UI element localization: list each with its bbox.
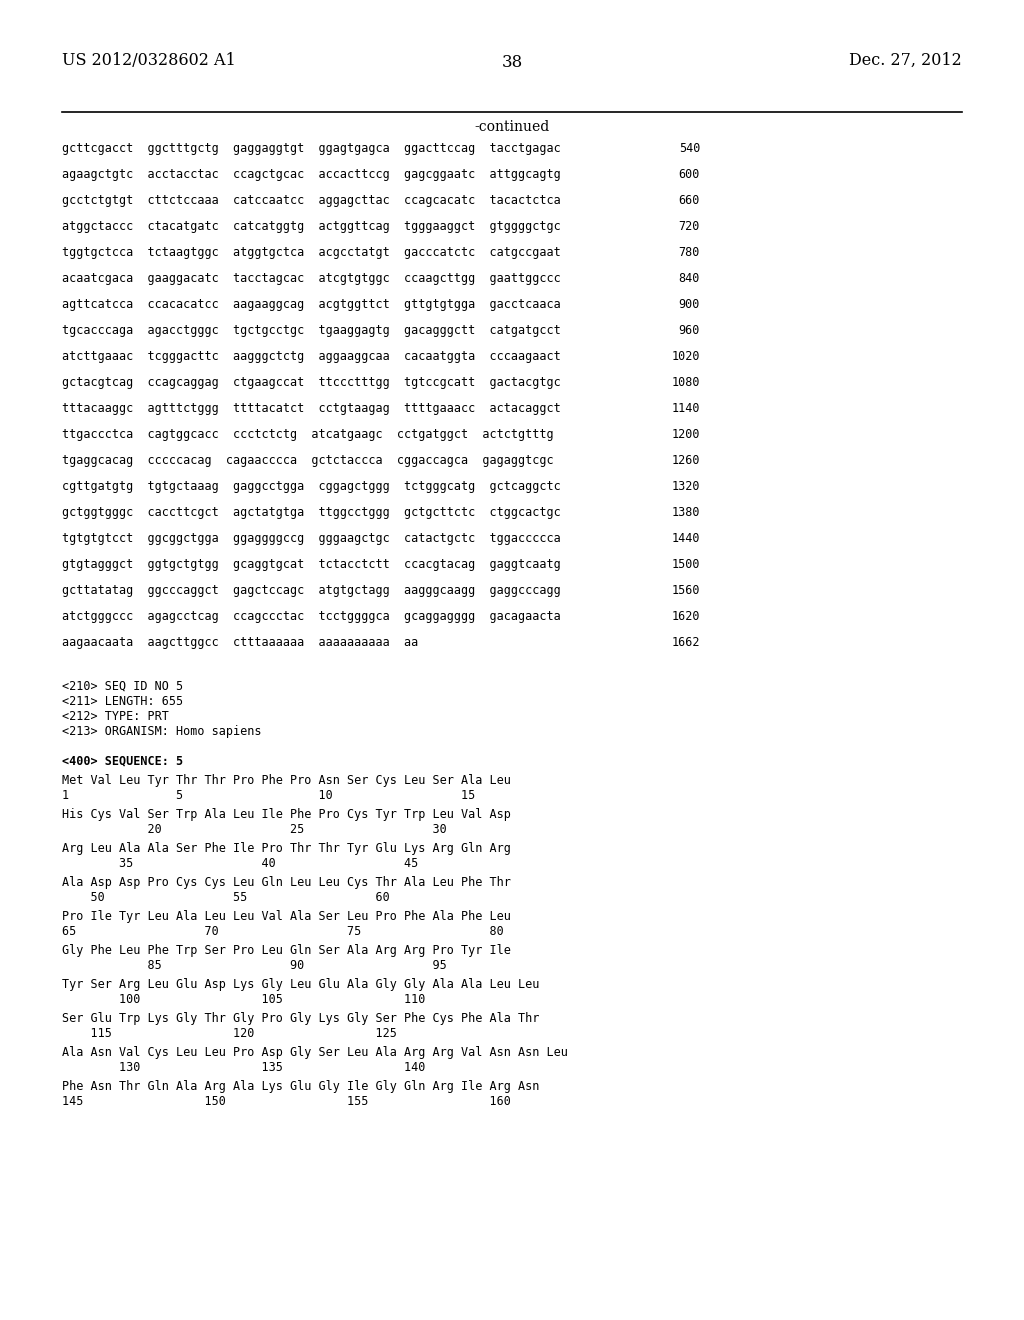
Text: 1320: 1320 (672, 480, 700, 492)
Text: 1560: 1560 (672, 583, 700, 597)
Text: 960: 960 (679, 323, 700, 337)
Text: atctgggccc  agagcctcag  ccagccctac  tcctggggca  gcaggagggg  gacagaacta: atctgggccc agagcctcag ccagccctac tcctggg… (62, 610, 561, 623)
Text: 85                  90                  95: 85 90 95 (62, 960, 446, 972)
Text: 660: 660 (679, 194, 700, 207)
Text: 20                  25                  30: 20 25 30 (62, 822, 446, 836)
Text: Gly Phe Leu Phe Trp Ser Pro Leu Gln Ser Ala Arg Arg Pro Tyr Ile: Gly Phe Leu Phe Trp Ser Pro Leu Gln Ser … (62, 944, 511, 957)
Text: 1662: 1662 (672, 636, 700, 649)
Text: His Cys Val Ser Trp Ala Leu Ile Phe Pro Cys Tyr Trp Leu Val Asp: His Cys Val Ser Trp Ala Leu Ile Phe Pro … (62, 808, 511, 821)
Text: Ser Glu Trp Lys Gly Thr Gly Pro Gly Lys Gly Ser Phe Cys Phe Ala Thr: Ser Glu Trp Lys Gly Thr Gly Pro Gly Lys … (62, 1012, 540, 1026)
Text: Tyr Ser Arg Leu Glu Asp Lys Gly Leu Glu Ala Gly Gly Ala Ala Leu Leu: Tyr Ser Arg Leu Glu Asp Lys Gly Leu Glu … (62, 978, 540, 991)
Text: US 2012/0328602 A1: US 2012/0328602 A1 (62, 51, 236, 69)
Text: 1440: 1440 (672, 532, 700, 545)
Text: 1020: 1020 (672, 350, 700, 363)
Text: atcttgaaac  tcgggacttc  aagggctctg  aggaaggcaa  cacaatggta  cccaagaact: atcttgaaac tcgggacttc aagggctctg aggaagg… (62, 350, 561, 363)
Text: 1200: 1200 (672, 428, 700, 441)
Text: 145                 150                 155                 160: 145 150 155 160 (62, 1096, 511, 1107)
Text: agaagctgtc  acctacctac  ccagctgcac  accacttccg  gagcggaatc  attggcagtg: agaagctgtc acctacctac ccagctgcac accactt… (62, 168, 561, 181)
Text: gctacgtcag  ccagcaggag  ctgaagccat  ttccctttgg  tgtccgcatt  gactacgtgc: gctacgtcag ccagcaggag ctgaagccat ttccctt… (62, 376, 561, 389)
Text: 1620: 1620 (672, 610, 700, 623)
Text: 115                 120                 125: 115 120 125 (62, 1027, 397, 1040)
Text: 720: 720 (679, 220, 700, 234)
Text: 130                 135                 140: 130 135 140 (62, 1061, 425, 1074)
Text: 1260: 1260 (672, 454, 700, 467)
Text: Arg Leu Ala Ala Ser Phe Ile Pro Thr Thr Tyr Glu Lys Arg Gln Arg: Arg Leu Ala Ala Ser Phe Ile Pro Thr Thr … (62, 842, 511, 855)
Text: 840: 840 (679, 272, 700, 285)
Text: gcttatatag  ggcccaggct  gagctccagc  atgtgctagg  aagggcaagg  gaggcccagg: gcttatatag ggcccaggct gagctccagc atgtgct… (62, 583, 561, 597)
Text: 600: 600 (679, 168, 700, 181)
Text: 100                 105                 110: 100 105 110 (62, 993, 425, 1006)
Text: Ala Asp Asp Pro Cys Cys Leu Gln Leu Leu Cys Thr Ala Leu Phe Thr: Ala Asp Asp Pro Cys Cys Leu Gln Leu Leu … (62, 876, 511, 888)
Text: Ala Asn Val Cys Leu Leu Pro Asp Gly Ser Leu Ala Arg Arg Val Asn Asn Leu: Ala Asn Val Cys Leu Leu Pro Asp Gly Ser … (62, 1045, 568, 1059)
Text: gtgtagggct  ggtgctgtgg  gcaggtgcat  tctacctctt  ccacgtacag  gaggtcaatg: gtgtagggct ggtgctgtgg gcaggtgcat tctacct… (62, 558, 561, 572)
Text: tgcacccaga  agacctgggc  tgctgcctgc  tgaaggagtg  gacagggctt  catgatgcct: tgcacccaga agacctgggc tgctgcctgc tgaagga… (62, 323, 561, 337)
Text: 50                  55                  60: 50 55 60 (62, 891, 390, 904)
Text: ttgaccctca  cagtggcacc  ccctctctg  atcatgaagc  cctgatggct  actctgtttg: ttgaccctca cagtggcacc ccctctctg atcatgaa… (62, 428, 554, 441)
Text: Phe Asn Thr Gln Ala Arg Ala Lys Glu Gly Ile Gly Gln Arg Ile Arg Asn: Phe Asn Thr Gln Ala Arg Ala Lys Glu Gly … (62, 1080, 540, 1093)
Text: agttcatcca  ccacacatcc  aagaaggcag  acgtggttct  gttgtgtgga  gacctcaaca: agttcatcca ccacacatcc aagaaggcag acgtggt… (62, 298, 561, 312)
Text: Met Val Leu Tyr Thr Thr Pro Phe Pro Asn Ser Cys Leu Ser Ala Leu: Met Val Leu Tyr Thr Thr Pro Phe Pro Asn … (62, 774, 511, 787)
Text: tggtgctcca  tctaagtggc  atggtgctca  acgcctatgt  gacccatctc  catgccgaat: tggtgctcca tctaagtggc atggtgctca acgccta… (62, 246, 561, 259)
Text: tgaggcacag  cccccacag  cagaacccca  gctctaccca  cggaccagca  gagaggtcgc: tgaggcacag cccccacag cagaacccca gctctacc… (62, 454, 554, 467)
Text: tgtgtgtcct  ggcggctgga  ggaggggccg  gggaagctgc  catactgctc  tggaccccca: tgtgtgtcct ggcggctgga ggaggggccg gggaagc… (62, 532, 561, 545)
Text: <400> SEQUENCE: 5: <400> SEQUENCE: 5 (62, 754, 183, 767)
Text: 35                  40                  45: 35 40 45 (62, 857, 418, 870)
Text: 1380: 1380 (672, 506, 700, 519)
Text: aagaacaata  aagcttggcc  ctttaaaaaa  aaaaaaaaaa  aa: aagaacaata aagcttggcc ctttaaaaaa aaaaaaa… (62, 636, 418, 649)
Text: cgttgatgtg  tgtgctaaag  gaggcctgga  cggagctggg  tctgggcatg  gctcaggctc: cgttgatgtg tgtgctaaag gaggcctgga cggagct… (62, 480, 561, 492)
Text: 900: 900 (679, 298, 700, 312)
Text: atggctaccc  ctacatgatc  catcatggtg  actggttcag  tgggaaggct  gtggggctgc: atggctaccc ctacatgatc catcatggtg actggtt… (62, 220, 561, 234)
Text: <212> TYPE: PRT: <212> TYPE: PRT (62, 710, 169, 723)
Text: <211> LENGTH: 655: <211> LENGTH: 655 (62, 696, 183, 708)
Text: 38: 38 (502, 54, 522, 71)
Text: 780: 780 (679, 246, 700, 259)
Text: 1               5                   10                  15: 1 5 10 15 (62, 789, 475, 803)
Text: tttacaaggc  agtttctggg  ttttacatct  cctgtaagag  ttttgaaacc  actacaggct: tttacaaggc agtttctggg ttttacatct cctgtaa… (62, 403, 561, 414)
Text: 540: 540 (679, 143, 700, 154)
Text: 1080: 1080 (672, 376, 700, 389)
Text: gcttcgacct  ggctttgctg  gaggaggtgt  ggagtgagca  ggacttccag  tacctgagac: gcttcgacct ggctttgctg gaggaggtgt ggagtga… (62, 143, 561, 154)
Text: gctggtgggc  caccttcgct  agctatgtga  ttggcctggg  gctgcttctc  ctggcactgc: gctggtgggc caccttcgct agctatgtga ttggcct… (62, 506, 561, 519)
Text: Pro Ile Tyr Leu Ala Leu Leu Val Ala Ser Leu Pro Phe Ala Phe Leu: Pro Ile Tyr Leu Ala Leu Leu Val Ala Ser … (62, 909, 511, 923)
Text: -continued: -continued (474, 120, 550, 135)
Text: <213> ORGANISM: Homo sapiens: <213> ORGANISM: Homo sapiens (62, 725, 261, 738)
Text: 1140: 1140 (672, 403, 700, 414)
Text: 65                  70                  75                  80: 65 70 75 80 (62, 925, 504, 939)
Text: acaatcgaca  gaaggacatc  tacctagcac  atcgtgtggc  ccaagcttgg  gaattggccc: acaatcgaca gaaggacatc tacctagcac atcgtgt… (62, 272, 561, 285)
Text: Dec. 27, 2012: Dec. 27, 2012 (849, 51, 962, 69)
Text: 1500: 1500 (672, 558, 700, 572)
Text: gcctctgtgt  cttctccaaa  catccaatcc  aggagcttac  ccagcacatc  tacactctca: gcctctgtgt cttctccaaa catccaatcc aggagct… (62, 194, 561, 207)
Text: <210> SEQ ID NO 5: <210> SEQ ID NO 5 (62, 680, 183, 693)
